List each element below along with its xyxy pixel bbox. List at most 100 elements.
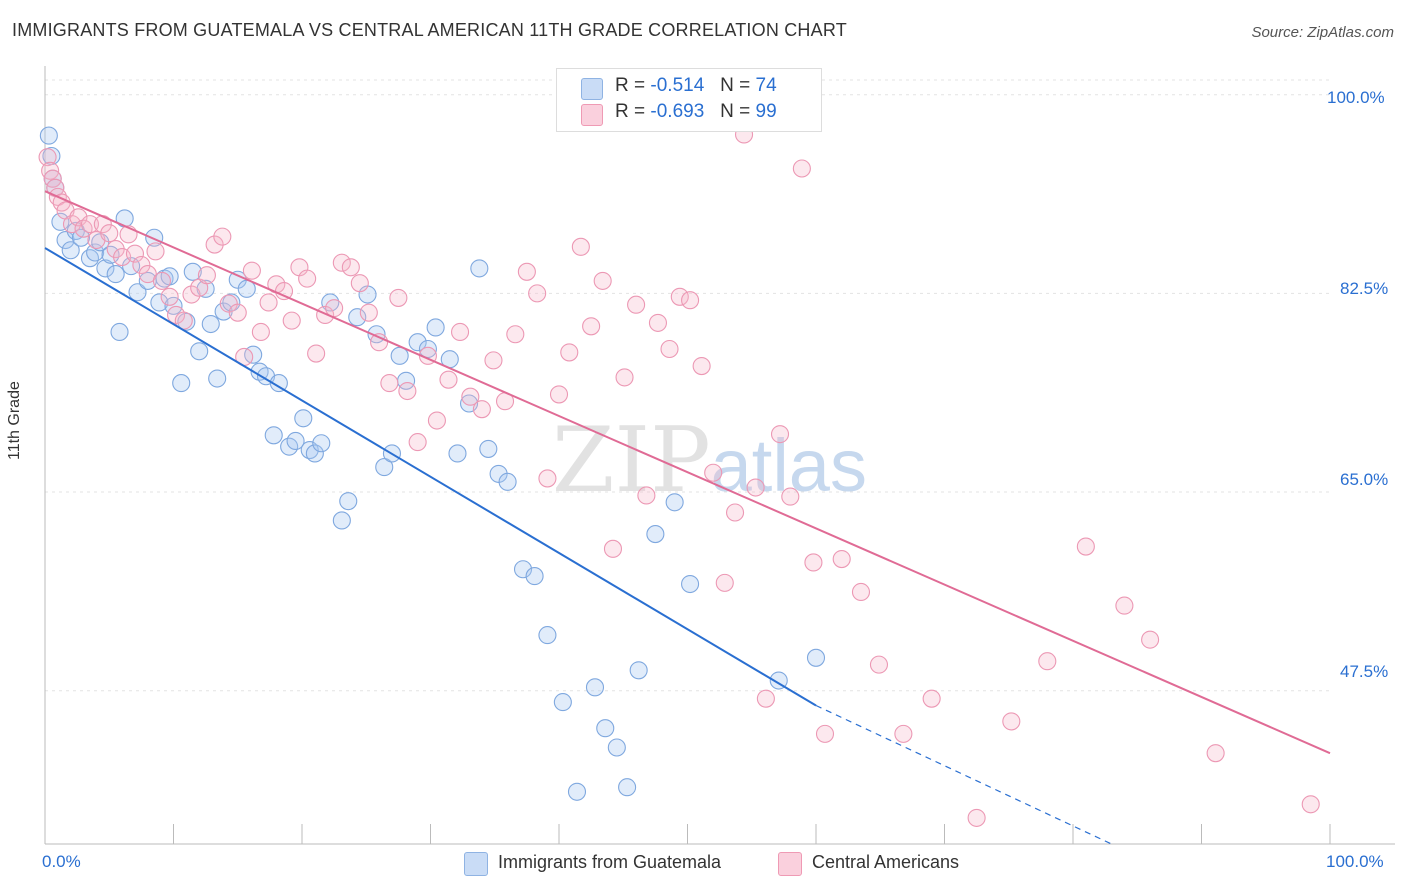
central-americans-point-84 (756, 689, 775, 708)
central-americans-point-51 (398, 381, 417, 401)
central-americans-point-18 (132, 255, 151, 275)
legend-n-label: N = (720, 75, 751, 96)
guatemala-point-78 (665, 493, 684, 512)
central-americans-point-64 (538, 469, 557, 488)
y-axis-label: 11th Grade (6, 381, 23, 460)
central-americans-point-79 (704, 463, 723, 482)
guatemala-point-70 (553, 693, 572, 712)
central-americans-point-10 (80, 215, 100, 234)
guatemala-point-67 (513, 560, 533, 579)
central-americans-point-35 (259, 293, 278, 312)
guatemala-point-20 (145, 228, 164, 247)
legend-n-label: N = (720, 101, 751, 122)
legend-text-guatemala: R = -0.514 N = 74 (615, 75, 777, 97)
central-americans-point-17 (125, 244, 144, 263)
central-americans-point-71 (615, 368, 634, 387)
central-americans-point-37 (274, 282, 294, 301)
central-americans-point-46 (350, 274, 369, 293)
central-americans-point-40 (298, 269, 317, 288)
bottom-legend-label-central-americans: Central Americans (812, 852, 960, 872)
central-americans-point-47 (359, 303, 378, 322)
guatemala-point-69 (538, 626, 557, 645)
central-americans-point-45 (341, 258, 360, 277)
central-americans-point-77 (681, 291, 700, 310)
legend-r-label: R = (615, 101, 646, 122)
guatemala-point-6 (61, 241, 80, 260)
central-americans-point-95 (967, 808, 986, 827)
guatemala-point-45 (305, 444, 324, 463)
guatemala-point-46 (312, 434, 331, 453)
central-americans-point-33 (242, 261, 261, 280)
central-americans-point-93 (894, 724, 913, 743)
central-americans-point-50 (389, 288, 408, 307)
central-americans-point-63 (528, 284, 547, 303)
central-americans-point-86 (781, 487, 800, 506)
central-americans-point-0 (38, 148, 57, 167)
central-americans-point-49 (380, 374, 399, 393)
guatemala-point-61 (448, 444, 467, 463)
central-americans-point-87 (792, 159, 811, 178)
central-americans-point-89 (815, 724, 835, 743)
central-americans-point-22 (160, 287, 179, 306)
guatemala-point-68 (525, 567, 544, 586)
central-americans-point-66 (560, 343, 579, 362)
central-americans-trend-line (44, 190, 1331, 755)
central-americans-point-8 (69, 208, 88, 227)
central-americans-point-101 (1206, 744, 1225, 763)
guatemala-point-50 (348, 308, 367, 327)
central-americans-point-102 (1301, 795, 1320, 814)
central-americans-point-24 (174, 311, 193, 330)
guatemala-point-76 (629, 661, 648, 680)
guatemala-point-42 (286, 431, 305, 451)
central-americans-point-42 (316, 305, 335, 325)
central-americans-point-83 (746, 478, 765, 497)
central-americans-point-20 (146, 242, 165, 261)
central-americans-point-99 (1115, 596, 1134, 615)
central-americans-point-21 (152, 271, 171, 290)
legend-swatch-central-americans (581, 104, 603, 126)
guatemala-point-39 (264, 426, 283, 445)
guatemala-point-25 (172, 374, 191, 393)
central-americans-point-85 (770, 425, 790, 444)
central-americans-point-44 (332, 253, 351, 272)
central-americans-point-59 (484, 351, 503, 370)
central-americans-point-92 (869, 655, 889, 674)
guatemala-point-9 (80, 249, 100, 268)
guatemala-point-31 (208, 369, 227, 388)
guatemala-point-43 (294, 409, 313, 428)
guatemala-point-4 (51, 212, 70, 231)
guatemala-point-57 (408, 333, 427, 352)
legend-r-value: -0.693 (650, 101, 705, 122)
guatemala-point-28 (190, 342, 209, 361)
legend-n-value: 74 (755, 75, 777, 96)
guatemala-point-49 (339, 492, 358, 511)
bottom-legend-swatch-guatemala (464, 852, 488, 876)
y-tick-100: 100.0% (1327, 88, 1385, 107)
y-tick-47-5: 47.5% (1340, 662, 1389, 681)
central-americans-point-75 (660, 339, 679, 359)
central-americans-point-29 (213, 227, 232, 246)
central-americans-point-62 (517, 262, 536, 281)
x-tick-min: 0.0% (42, 852, 81, 871)
central-americans-point-69 (593, 271, 612, 290)
central-americans-point-81 (725, 503, 745, 522)
central-americans-point-68 (582, 317, 601, 336)
guatemala-point-74 (607, 738, 626, 757)
central-americans-point-54 (427, 411, 446, 430)
central-americans-point-57 (461, 387, 480, 406)
guatemala-point-0 (39, 126, 58, 145)
guatemala-point-5 (56, 230, 75, 250)
guatemala-point-79 (681, 574, 700, 594)
guatemala-point-44 (300, 441, 319, 460)
central-americans-point-13 (100, 224, 119, 243)
guatemala-point-81 (806, 648, 826, 667)
bottom-legend-swatch-central-americans (778, 852, 802, 876)
guatemala-point-75 (618, 778, 637, 797)
legend-r-label: R = (615, 75, 646, 96)
guatemala-point-64 (479, 439, 498, 458)
guatemala-point-72 (585, 678, 605, 697)
central-americans-point-41 (307, 344, 326, 363)
y-tick-65: 65.0% (1340, 470, 1389, 489)
central-americans-point-88 (804, 553, 823, 572)
